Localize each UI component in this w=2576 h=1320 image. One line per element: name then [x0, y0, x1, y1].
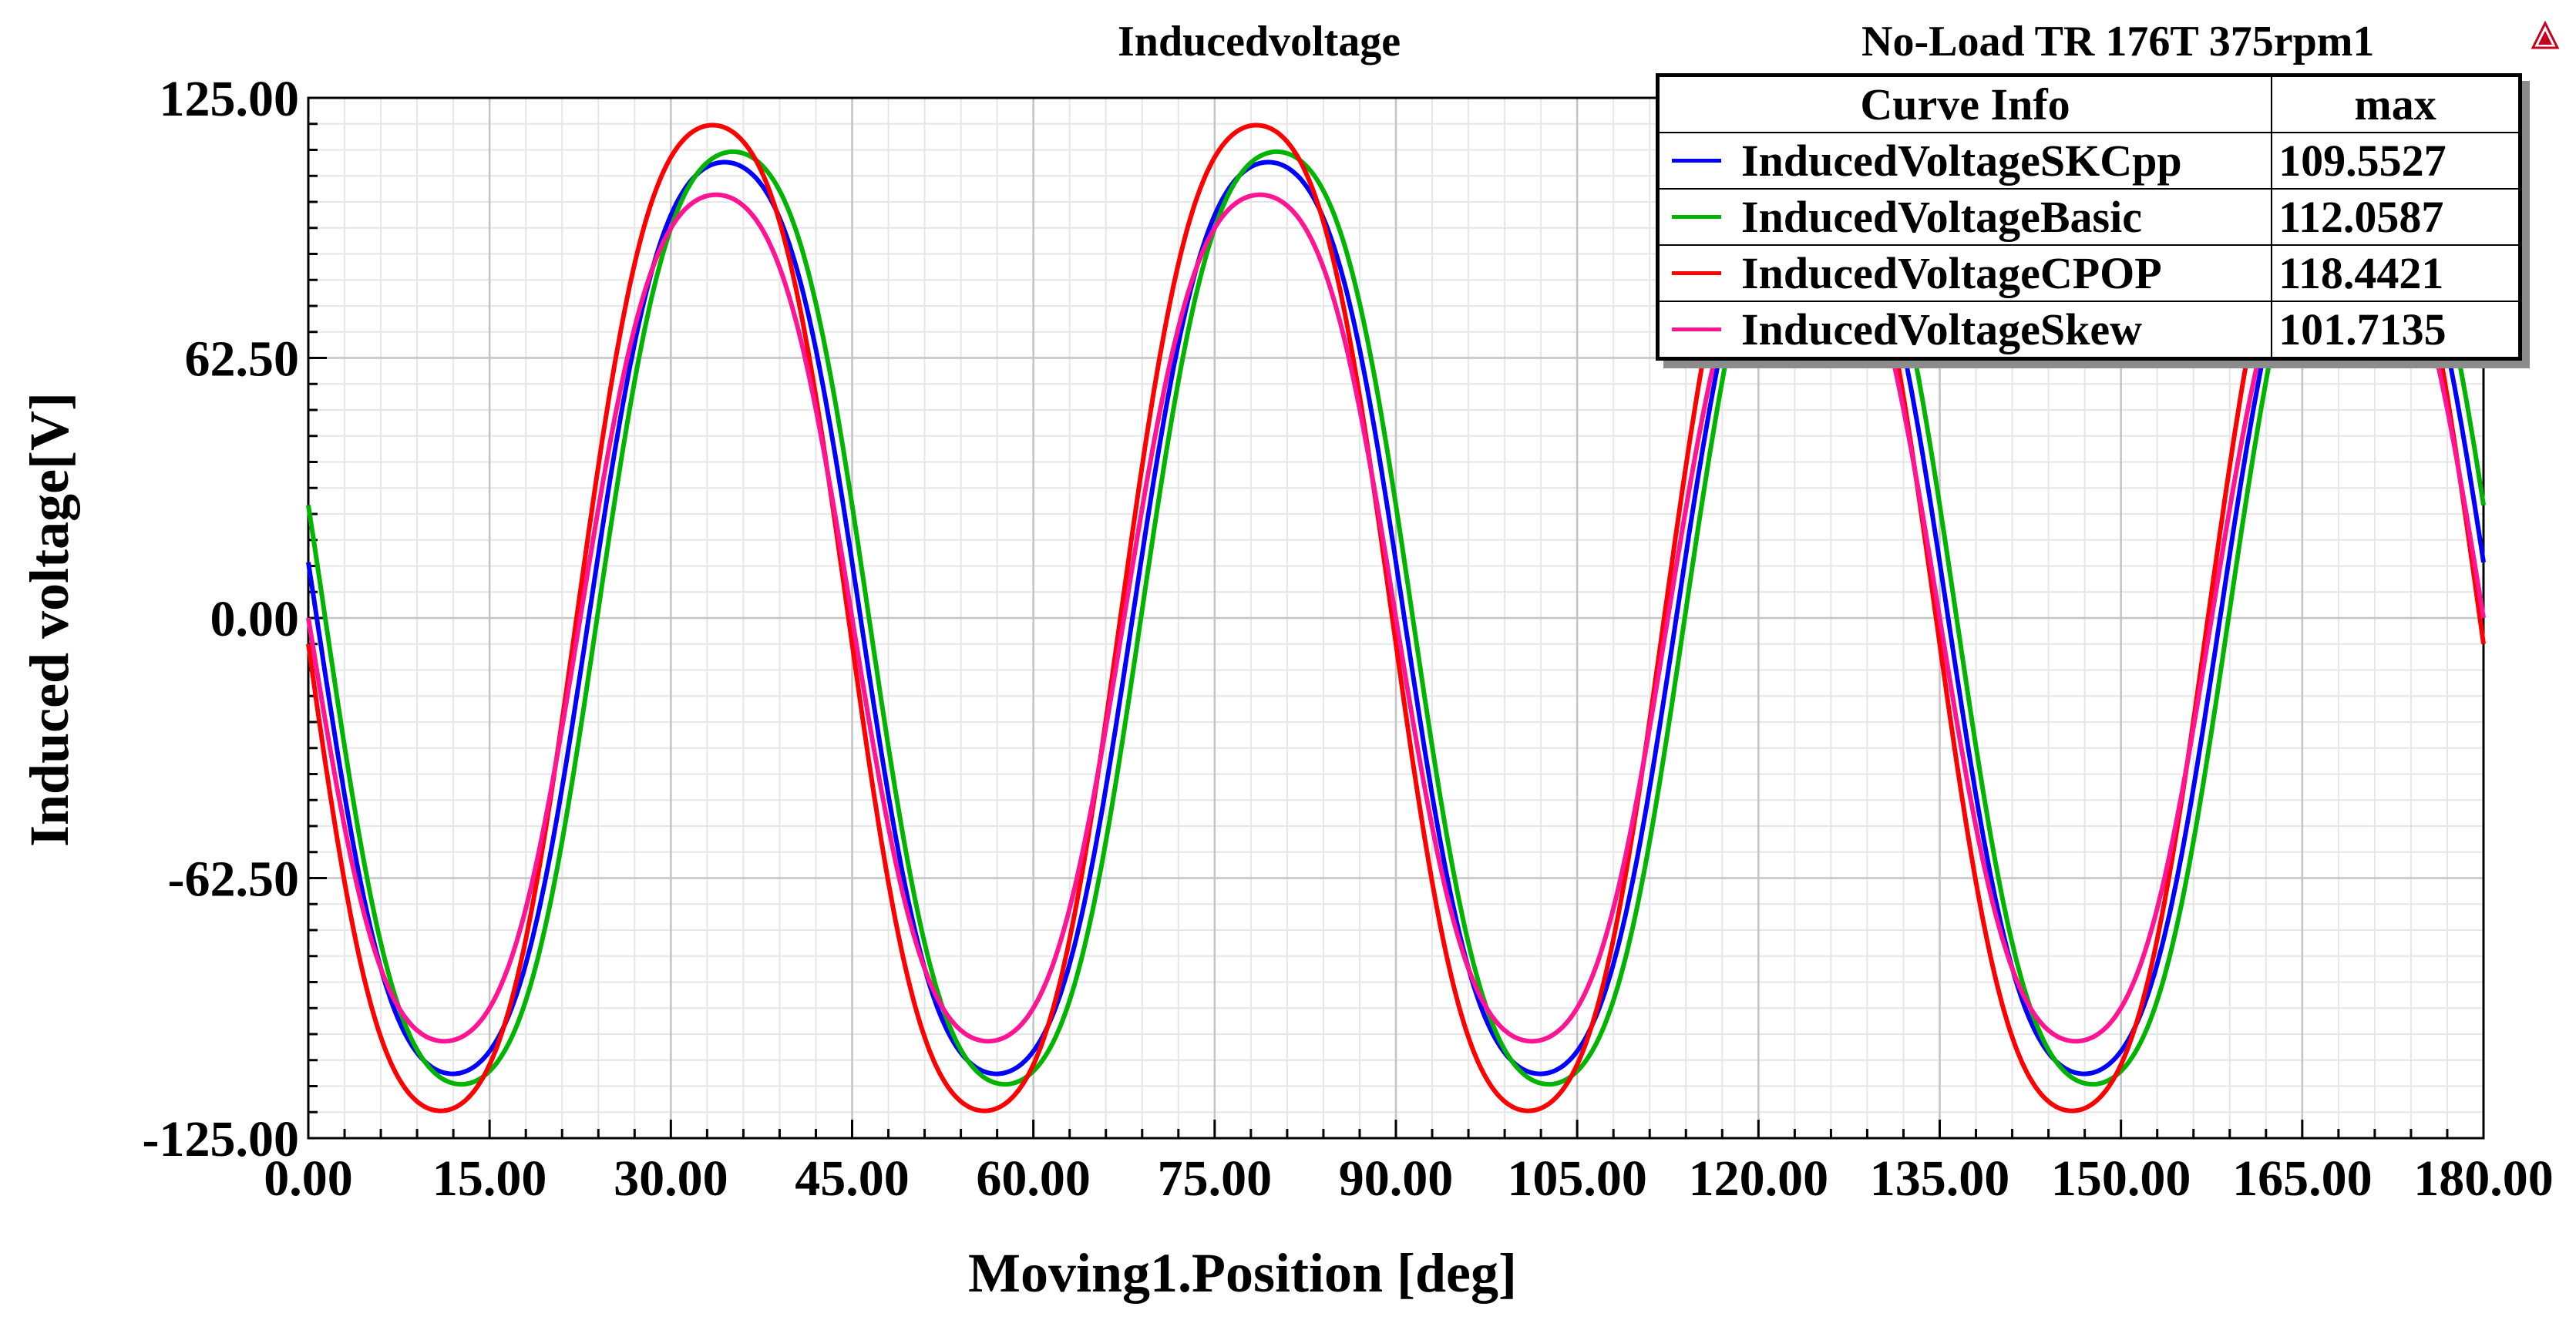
legend-series-name: InducedVoltageCPOP	[1741, 247, 2162, 298]
x-tick-label: 75.00	[1158, 1150, 1273, 1207]
y-tick-label: 62.50	[185, 331, 300, 388]
legend-swatch	[1672, 271, 1721, 275]
x-tick-label: 60.00	[976, 1150, 1091, 1207]
x-tick-label: 180.00	[2413, 1150, 2554, 1207]
legend-row: InducedVoltageSkew 101.7135	[1657, 301, 2520, 358]
legend-curve-cell: InducedVoltageSKCpp	[1657, 132, 2273, 190]
legend-row: InducedVoltageCPOP 118.4421	[1657, 244, 2520, 302]
chart-subtitle: No-Load TR 176T 375rpm1	[1861, 18, 2375, 65]
y-tick-label: -62.50	[168, 851, 299, 908]
tick-label-layer: 0.00 15.00 30.00 45.00 60.00 75.00 90.00 105.00…	[143, 71, 2554, 1207]
legend-entry: InducedVoltageCPOP	[1666, 247, 2265, 298]
legend-series-name: InducedVoltageSkew	[1741, 304, 2142, 354]
legend-body: InducedVoltageSKCpp 109.5527 InducedVoltag…	[1657, 132, 2520, 358]
x-tick-label: 0.00	[264, 1150, 353, 1207]
y-axis-label: Induced voltage[V]	[18, 392, 80, 847]
legend-row: InducedVoltageBasic 112.0587	[1657, 188, 2520, 246]
legend: Curve Info max InducedVoltageSKCpp 109.55…	[1656, 73, 2522, 361]
x-tick-label: 15.00	[432, 1150, 547, 1207]
series-line-InducedVoltageCPOP	[306, 123, 2486, 1113]
legend-series-name: InducedVoltageSKCpp	[1741, 135, 2182, 186]
legend-max-value: 101.7135	[2271, 301, 2520, 358]
legend-max-value: 109.5527	[2271, 132, 2520, 190]
legend-swatch	[1672, 159, 1721, 163]
chart-title: Inducedvoltage	[1118, 18, 1401, 65]
legend-header-max: max	[2271, 76, 2520, 133]
legend-curve-cell: InducedVoltageCPOP	[1657, 244, 2273, 302]
x-tick-label: 165.00	[2232, 1150, 2373, 1207]
series-layer	[306, 123, 2486, 1113]
y-tick-label: 125.00	[160, 71, 300, 127]
y-tick-label: -125.00	[143, 1111, 299, 1167]
series-line-InducedVoltageSKCpp	[306, 160, 2486, 1076]
x-tick-label: 135.00	[1870, 1150, 2010, 1207]
x-tick-label: 150.00	[2051, 1150, 2191, 1207]
x-tick-label: 45.00	[795, 1150, 910, 1207]
legend-table: Curve Info max InducedVoltageSKCpp 109.55…	[1657, 76, 2520, 358]
series-line-InducedVoltageSkew	[306, 192, 2486, 1044]
legend-swatch	[1672, 215, 1721, 219]
x-axis-label: Moving1.Position [deg]	[968, 1242, 1517, 1304]
legend-entry: InducedVoltageBasic	[1666, 191, 2265, 242]
legend-swatch	[1672, 327, 1721, 331]
legend-curve-cell: InducedVoltageSkew	[1657, 301, 2273, 358]
x-tick-label: 105.00	[1507, 1150, 1647, 1207]
legend-entry: InducedVoltageSkew	[1666, 307, 2265, 352]
legend-max-value: 118.4421	[2271, 244, 2520, 302]
legend-header-row: Curve Info max	[1657, 76, 2520, 133]
legend-series-name: InducedVoltageBasic	[1741, 191, 2142, 242]
x-tick-label: 120.00	[1689, 1150, 1829, 1207]
ansys-logo-icon	[2531, 20, 2560, 49]
legend-max-value: 112.0587	[2271, 188, 2520, 246]
legend-header-curve-info: Curve Info	[1657, 76, 2273, 133]
x-tick-label: 90.00	[1339, 1150, 1454, 1207]
legend-entry: InducedVoltageSKCpp	[1666, 135, 2265, 186]
y-tick-label: 0.00	[210, 591, 300, 647]
x-tick-label: 30.00	[614, 1150, 728, 1207]
legend-row: InducedVoltageSKCpp 109.5527	[1657, 132, 2520, 190]
legend-curve-cell: InducedVoltageBasic	[1657, 188, 2273, 246]
